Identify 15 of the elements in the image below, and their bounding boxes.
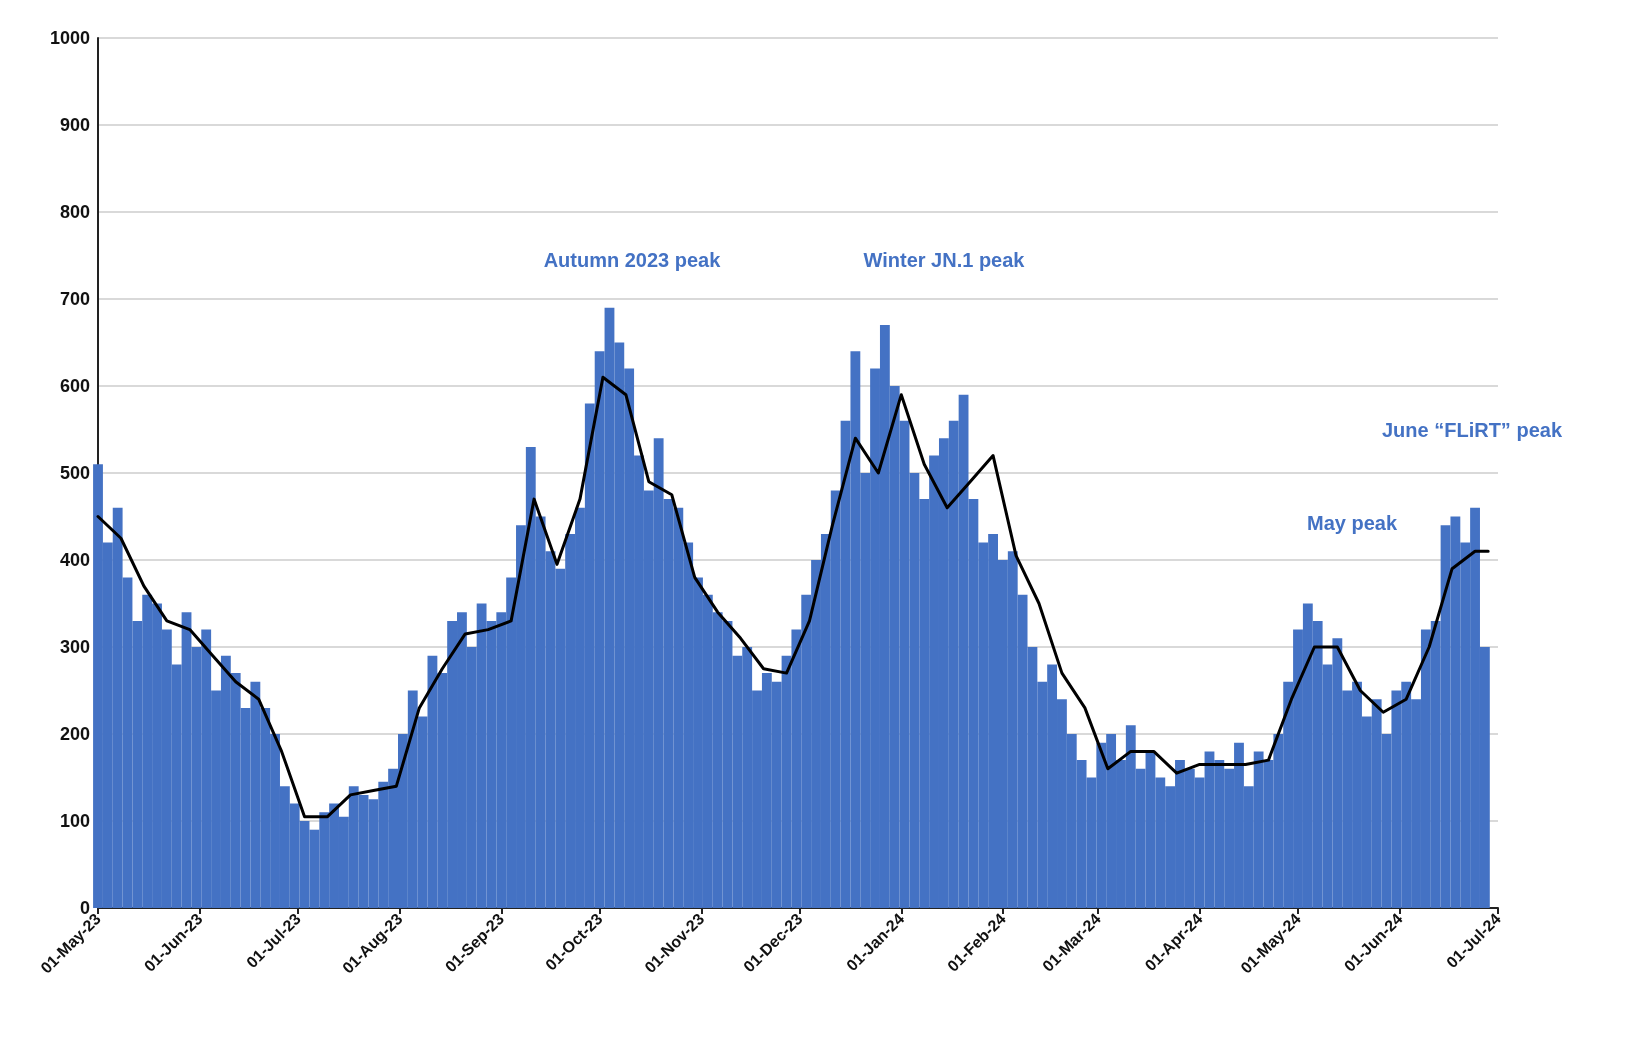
annotation: Winter JN.1 peak [863,249,1026,272]
y-tick-label: 600 [59,376,90,396]
y-tick-label: 100 [59,811,90,831]
y-tick-label: 300 [59,637,90,657]
annotation: May peak [1306,512,1398,534]
y-tick-label: 200 [59,724,90,744]
y-tick-label: 800 [59,202,90,222]
annotation: June “FLiRT” peak [1381,419,1563,442]
y-tick-label: 1000 [49,28,90,48]
annotation: Autumn 2023 peak [543,249,722,272]
y-tick-label: 500 [59,463,90,483]
y-tick-label: 0 [79,898,90,918]
y-tick-label: 400 [59,550,90,570]
y-tick-label: 700 [59,289,90,309]
y-tick-label: 900 [59,115,90,135]
